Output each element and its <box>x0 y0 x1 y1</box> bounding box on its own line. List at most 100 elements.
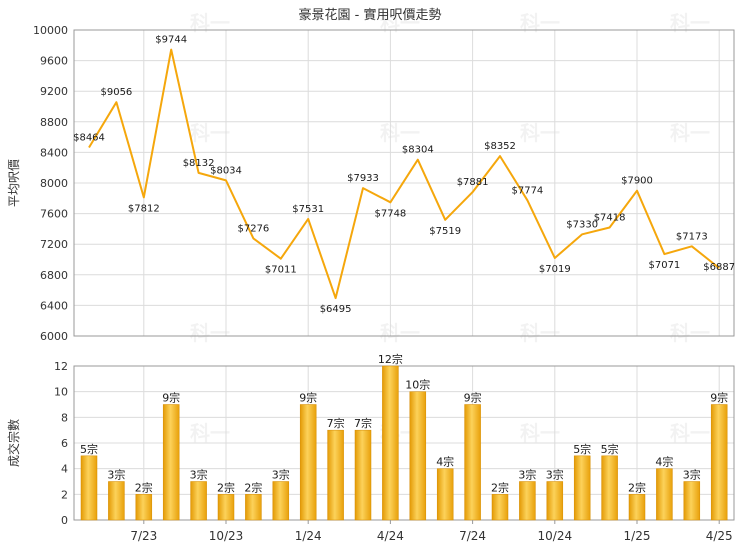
volume-data-label: 5宗 <box>601 442 619 456</box>
volume-bar <box>683 481 701 521</box>
chart-title: 豪景花園 - 實用呎價走勢 <box>299 7 442 23</box>
price-line <box>88 48 720 300</box>
watermark-text: 科一 <box>190 121 230 145</box>
volume-plot-frame <box>73 365 735 521</box>
watermark-text: 科一 <box>670 321 710 345</box>
volume-bar <box>519 481 536 521</box>
price-y-axis-label: 平均呎價 <box>7 159 21 207</box>
volume-data-label: 7宗 <box>327 416 345 430</box>
volume-bar <box>299 404 317 521</box>
watermark-text: 科一 <box>520 421 560 445</box>
volume-bar <box>710 404 728 521</box>
price-data-label: $7933 <box>347 173 379 184</box>
price-data-label: $6887 <box>703 262 735 273</box>
volume-data-label: 4宗 <box>436 455 454 469</box>
volume-bar <box>217 494 235 521</box>
volume-bar <box>108 481 125 521</box>
volume-y-tick-label: 0 <box>61 514 68 527</box>
price-data-label: $7071 <box>648 260 680 271</box>
volume-bar <box>327 429 344 521</box>
volume-bar <box>546 481 564 521</box>
watermark-text: 科一 <box>190 321 230 345</box>
volume-y-tick-label: 6 <box>61 437 68 450</box>
volume-data-label: 2宗 <box>244 480 262 494</box>
price-y-tick-label: 6400 <box>40 299 68 312</box>
volume-bar <box>272 481 290 521</box>
watermark-text: 科一 <box>670 421 710 445</box>
volume-data-label: 7宗 <box>354 416 372 430</box>
price-y-tick-label: 7200 <box>40 238 68 251</box>
price-plot-frame <box>73 29 735 337</box>
x-tick-label: 7/23 <box>130 529 157 543</box>
x-tick-label: 4/24 <box>377 529 404 543</box>
price-data-label: $7748 <box>374 208 406 219</box>
volume-bar <box>436 468 454 521</box>
volume-x-axis: 7/23 10/23 1/24 4/24 7/24 10/24 1/25 4/25 <box>130 520 733 543</box>
volume-bar <box>464 404 481 521</box>
volume-data-label: 3宗 <box>272 468 290 482</box>
volume-data-label: 5宗 <box>573 442 591 456</box>
x-tick-label: 10/23 <box>209 529 244 543</box>
x-tick-label: 4/25 <box>706 529 733 543</box>
volume-data-label: 2宗 <box>628 480 646 494</box>
price-y-tick-label: 8800 <box>40 116 68 129</box>
volume-data-label: 10宗 <box>405 378 430 392</box>
volume-data-label: 9宗 <box>162 391 180 405</box>
volume-bar <box>491 494 509 521</box>
x-tick-label: 7/24 <box>459 529 486 543</box>
watermark-text: 科一 <box>520 11 560 35</box>
volume-data-label: 3宗 <box>190 468 208 482</box>
watermark-text: 科一 <box>520 321 560 345</box>
volume-data-label: 9宗 <box>299 391 317 405</box>
price-data-label: $7519 <box>429 226 461 237</box>
volume-y-tick-label: 2 <box>61 488 68 501</box>
volume-y-axis: 0 2 4 6 8 10 12 <box>54 360 68 527</box>
watermark-text: 科一 <box>670 121 710 145</box>
price-y-axis: 6000 6400 6800 7200 7600 8000 8400 8800 9200 9600… <box>33 24 68 343</box>
volume-bar <box>656 468 673 521</box>
price-data-label: $7881 <box>457 177 489 188</box>
volume-bar <box>80 455 98 521</box>
watermark-text: 科一 <box>380 321 420 345</box>
volume-data-label: 2宗 <box>135 480 153 494</box>
price-data-label: $8464 <box>73 133 105 144</box>
watermark-text: 科一 <box>380 121 420 145</box>
price-y-tick-label: 9200 <box>40 85 68 98</box>
volume-data-label: 3宗 <box>107 468 125 482</box>
volume-data-label: 3宗 <box>683 468 701 482</box>
volume-data-label: 2宗 <box>217 480 235 494</box>
price-y-tick-label: 8000 <box>40 177 68 190</box>
price-data-label: $7418 <box>594 213 626 224</box>
price-y-tick-label: 9600 <box>40 55 68 68</box>
price-y-tick-label: 8400 <box>40 146 68 159</box>
volume-y-tick-label: 4 <box>61 463 68 476</box>
volume-bar <box>354 429 372 521</box>
price-data-label: $9056 <box>100 87 132 98</box>
price-data-label: $9744 <box>155 35 187 46</box>
watermark-text: 科一 <box>670 11 710 35</box>
volume-bar <box>409 391 427 521</box>
watermark-text: 科一 <box>380 11 420 35</box>
price-data-label: $8034 <box>210 165 242 176</box>
price-data-label: $8132 <box>183 158 215 169</box>
price-data-label: $7900 <box>621 176 653 187</box>
volume-data-label: 9宗 <box>464 391 482 405</box>
volume-bar <box>162 404 180 521</box>
watermark-text: 科一 <box>190 421 230 445</box>
volume-bar <box>190 481 207 521</box>
volume-y-tick-label: 12 <box>54 360 68 373</box>
price-data-label: $7019 <box>539 264 571 275</box>
price-data-label: $6495 <box>320 304 352 315</box>
x-tick-label: 1/25 <box>624 529 651 543</box>
volume-y-axis-label: 成交宗數 <box>6 419 21 467</box>
volume-y-tick-label: 8 <box>61 411 68 424</box>
price-data-label: $7812 <box>128 203 160 214</box>
price-data-label: $7330 <box>566 219 598 230</box>
volume-bar <box>382 365 399 521</box>
price-data-label: $7774 <box>511 185 543 196</box>
volume-bar <box>135 494 153 521</box>
price-y-tick-label: 10000 <box>33 24 68 37</box>
volume-bar <box>601 455 618 521</box>
